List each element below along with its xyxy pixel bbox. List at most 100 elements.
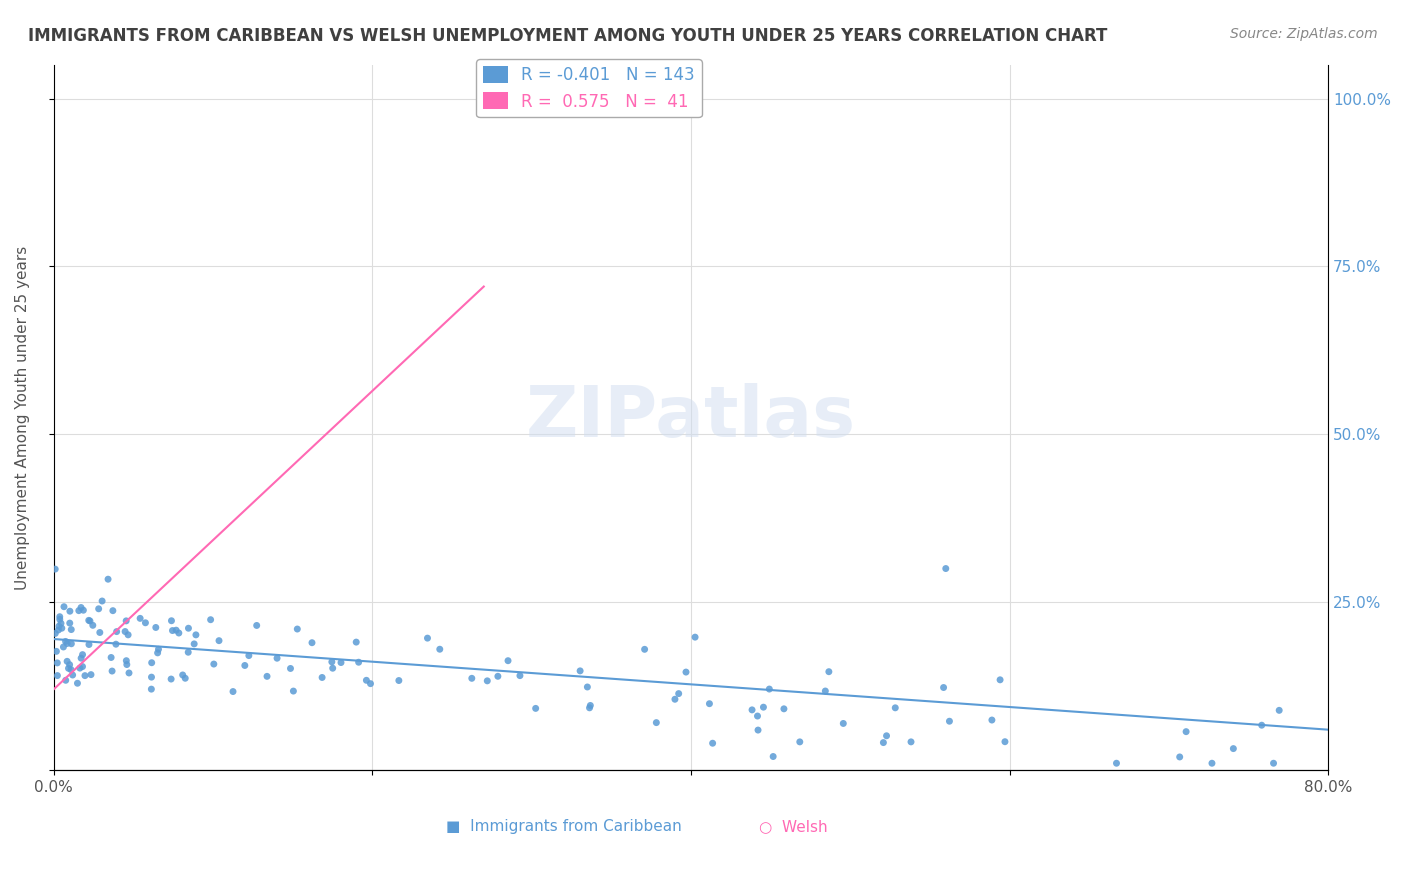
Point (118, 665, 141, 680)
Point (118, 599, 141, 614)
Point (100, 650, 122, 665)
Point (683, 630, 706, 644)
Point (46, 668, 69, 682)
Point (79, 614, 101, 628)
Point (67, 614, 90, 628)
Point (127, 599, 149, 613)
Point (105, 624, 128, 639)
Point (1263, 756, 1285, 771)
Point (48, 623, 70, 637)
Point (83, 656, 105, 670)
Point (75, 648, 97, 663)
Point (58, 665, 80, 679)
Point (115, 657, 138, 672)
Point (115, 614, 138, 628)
Point (872, 735, 894, 749)
Point (80, 667, 103, 681)
Point (165, 623, 187, 637)
Point (1250, 718, 1272, 732)
Point (60, 623, 83, 637)
Point (155, 565, 177, 579)
Point (67, 604, 90, 618)
Point (675, 665, 697, 679)
Point (62, 668, 84, 682)
Point (344, 635, 367, 649)
Point (49, 702, 72, 716)
Point (114, 624, 136, 639)
Point (89, 625, 111, 640)
Point (69, 661, 91, 675)
Point (747, 709, 769, 723)
Point (141, 670, 163, 684)
Point (416, 631, 439, 645)
Point (59, 604, 82, 618)
Point (104, 637, 127, 651)
Point (177, 645, 200, 659)
Point (44, 687, 66, 701)
Point (89, 629, 111, 643)
Point (101, 604, 124, 618)
Point (233, 658, 256, 673)
Point (747, 723, 769, 737)
Point (59, 663, 82, 677)
Point (773, 702, 796, 716)
Point (55, 689, 77, 703)
Point (347, 655, 370, 669)
Point (388, 673, 411, 688)
Point (741, 703, 763, 717)
Point (53, 599, 76, 614)
Point (578, 701, 600, 715)
Point (509, 668, 531, 682)
Point (633, 642, 655, 657)
Point (56, 654, 79, 668)
Point (172, 668, 194, 682)
Point (117, 628, 139, 642)
Point (1168, 750, 1191, 764)
Point (48, 619, 70, 633)
Point (579, 698, 602, 713)
Point (65, 690, 87, 705)
Point (184, 628, 207, 642)
Point (832, 716, 855, 731)
Point (256, 669, 278, 683)
Point (134, 615, 156, 630)
Point (46, 656, 69, 670)
Point (461, 671, 484, 685)
Point (246, 618, 269, 632)
Point (148, 642, 170, 657)
Point (1105, 756, 1128, 771)
Point (356, 673, 378, 688)
Point (321, 655, 343, 669)
Point (789, 735, 811, 749)
Point (132, 616, 155, 631)
Text: IMMIGRANTS FROM CARIBBEAN VS WELSH UNEMPLOYMENT AMONG YOUTH UNDER 25 YEARS CORRE: IMMIGRANTS FROM CARIBBEAN VS WELSH UNEMP… (28, 27, 1108, 45)
Point (132, 594, 155, 608)
Point (146, 646, 169, 660)
Point (46, 692, 69, 706)
Point (51, 740, 73, 755)
Point (58, 703, 80, 717)
Point (65, 690, 87, 704)
Point (429, 642, 451, 657)
Point (127, 617, 149, 632)
Point (645, 715, 668, 730)
Point (42, 112, 65, 126)
Text: ■  Immigrants from Caribbean: ■ Immigrants from Caribbean (446, 819, 682, 834)
Point (77, 613, 100, 627)
Point (45, 708, 67, 723)
Text: ZIPatlas: ZIPatlas (526, 383, 856, 452)
Point (576, 680, 599, 694)
Point (134, 552, 156, 566)
Point (51, 621, 73, 635)
Point (486, 669, 509, 683)
Text: Source: ZipAtlas.com: Source: ZipAtlas.com (1230, 27, 1378, 41)
Point (238, 648, 260, 663)
Point (360, 676, 382, 690)
Point (73, 647, 96, 661)
Point (53, 701, 76, 715)
Point (117, 628, 139, 642)
Point (131, 580, 153, 594)
Point (49, 616, 72, 631)
Point (163, 575, 186, 590)
Point (183, 637, 205, 651)
